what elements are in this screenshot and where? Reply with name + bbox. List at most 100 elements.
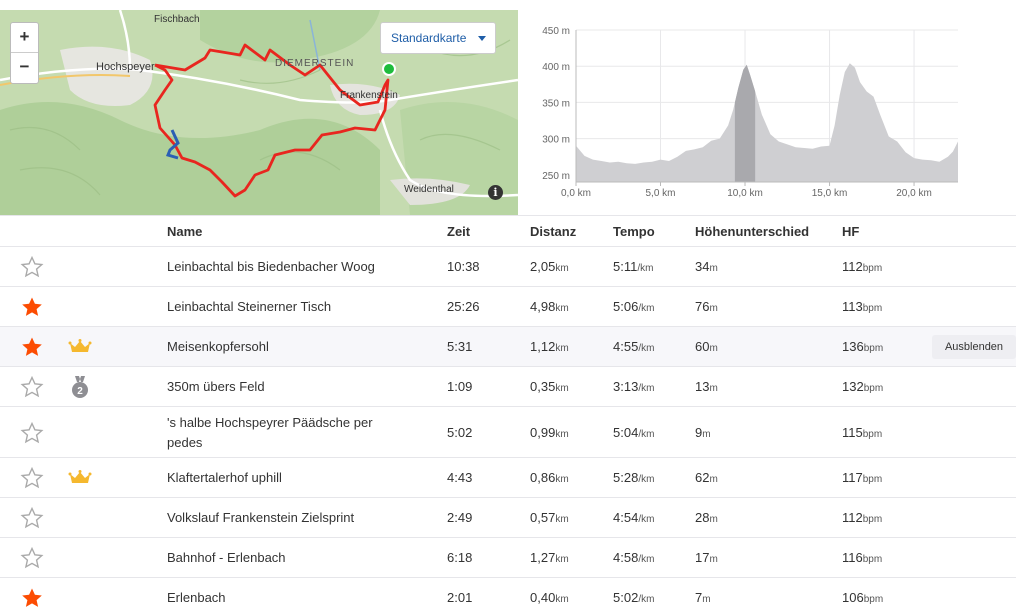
elevation-cell-value: 34	[695, 259, 710, 274]
pace-cell: 5:02/km	[613, 590, 654, 605]
hr-cell-unit: bpm	[862, 514, 883, 525]
route-line	[153, 43, 390, 198]
map-type-label: Standardkarte	[391, 31, 467, 45]
segment-name-line: Leinbachtal Steinerner Tisch	[167, 299, 332, 314]
distance-cell: 1,12km	[530, 339, 569, 354]
star-outline-icon[interactable]	[20, 375, 44, 399]
star-outline-icon[interactable]	[20, 255, 44, 279]
hr-cell-unit: bpm	[863, 594, 884, 605]
hr-cell-unit: bpm	[862, 303, 883, 314]
segment-name-link[interactable]: Leinbachtal Steinerner Tisch	[167, 297, 331, 317]
table-row[interactable]: Erlenbach 2:01 0,40km 5:02/km 7m 106bpm	[0, 578, 1016, 613]
distance-cell: 0,57km	[530, 510, 569, 525]
table-header: Name Zeit Distanz Tempo Höhenunterschied…	[0, 215, 1016, 247]
star-filled-icon[interactable]	[20, 295, 44, 319]
time-cell-value: 2:49	[447, 510, 473, 525]
segment-name-link[interactable]: Klaftertalerhof uphill	[167, 468, 282, 488]
star-outline-icon[interactable]	[20, 506, 44, 530]
distance-cell: 1,27km	[530, 550, 569, 565]
segment-name-link[interactable]: 350m übers Feld	[167, 377, 265, 397]
elevation-cell-unit: m	[709, 554, 718, 565]
table-row[interactable]: 2 350m übers Feld 1:09 0,35km 3:13/km 13m 132b…	[0, 367, 1016, 407]
distance-cell: 4,98km	[530, 299, 569, 314]
y-tick-label: 450 m	[542, 26, 570, 37]
elevation-cell-value: 17	[695, 550, 710, 565]
elevation-cell: 76m	[695, 299, 718, 314]
hide-button[interactable]: Ausblenden	[932, 335, 1016, 359]
table-row[interactable]: Klaftertalerhof uphill 4:43 0,86km 5:28/km 6…	[0, 458, 1016, 498]
elevation-cell-value: 28	[695, 510, 710, 525]
pace-cell-unit: /km	[638, 303, 655, 314]
y-tick-label: 400 m	[542, 62, 570, 73]
distance-cell-unit: km	[555, 428, 569, 440]
distance-cell-value: 0,35	[530, 379, 556, 394]
table-row[interactable]: Bahnhof - Erlenbach 6:18 1,27km 4:58/km 17m 1…	[0, 538, 1016, 578]
time-cell-value: 1:09	[447, 379, 473, 394]
zoom-out-button[interactable]: −	[19, 57, 30, 76]
table-row[interactable]: Leinbachtal bis Biedenbacher Woog 10:38 2,…	[0, 247, 1016, 287]
medal-rank: 2	[77, 386, 83, 397]
hr-cell: 115bpm	[842, 425, 882, 440]
map-type-dropdown[interactable]: Standardkarte	[380, 22, 496, 54]
y-tick-label: 350 m	[542, 98, 570, 109]
pace-cell-value: 5:11	[613, 259, 638, 274]
time-cell: 1:09	[447, 379, 472, 394]
time-cell-value: 10:38	[447, 259, 480, 274]
pace-cell: 4:58/km	[613, 550, 654, 565]
hr-cell: 112bpm	[842, 510, 882, 525]
star-filled-icon[interactable]	[20, 586, 44, 610]
time-cell: 25:26	[447, 299, 480, 314]
pace-cell: 4:55/km	[613, 339, 654, 354]
elevation-chart[interactable]: 450 m 400 m 350 m 300 m 250 m 0,0 km 5,0 km 10,…	[520, 20, 960, 200]
distance-cell-value: 0,40	[530, 590, 556, 605]
col-header-time[interactable]: Zeit	[447, 224, 471, 239]
pace-cell: 3:13/km	[613, 379, 654, 394]
hr-cell-value: 136	[842, 339, 864, 354]
elevation-cell-unit: m	[709, 263, 718, 274]
map-label-diemerstein: DIEMERSTEIN	[275, 58, 355, 69]
distance-cell-value: 2,05	[530, 259, 556, 274]
elevation-cell: 60m	[695, 339, 718, 354]
info-icon[interactable]: i	[488, 185, 503, 200]
col-header-hr[interactable]: HF	[842, 224, 860, 239]
pace-cell-unit: /km	[638, 343, 655, 354]
map-label-hochspeyer: Hochspeyer	[96, 61, 155, 73]
col-header-elevation[interactable]: Höhenunterschied	[695, 224, 810, 239]
segment-name-link[interactable]: Erlenbach	[167, 588, 226, 608]
star-outline-icon[interactable]	[20, 466, 44, 490]
segment-name-link[interactable]: Meisenkopfersohl	[167, 337, 269, 357]
segment-name-line: Klaftertalerhof uphill	[167, 470, 282, 485]
elevation-cell: 7m	[695, 590, 711, 605]
distance-cell: 0,35km	[530, 379, 569, 394]
route-map[interactable]: Fischbach Hochspeyer DIEMERSTEIN Franken…	[0, 10, 518, 215]
zoom-in-button[interactable]: +	[11, 23, 38, 53]
time-cell-value: 5:02	[447, 424, 473, 440]
elevation-cell-value: 60	[695, 339, 710, 354]
segment-name-link[interactable]: Volkslauf Frankenstein Zielsprint	[167, 508, 354, 528]
segment-highlight	[734, 63, 756, 182]
pace-cell-unit: /km	[638, 428, 655, 440]
col-header-name[interactable]: Name	[167, 224, 203, 239]
star-outline-icon[interactable]	[20, 546, 44, 570]
table-row[interactable]: Volkslauf Frankenstein Zielsprint 2:49 0,5…	[0, 498, 1016, 538]
col-header-distance[interactable]: Distanz	[530, 224, 577, 239]
table-row[interactable]: Meisenkopfersohl 5:31 1,12km 4:55/km 60m 136b…	[0, 327, 1016, 367]
col-header-pace[interactable]: Tempo	[613, 224, 655, 239]
crown-icon	[68, 339, 92, 352]
elevation-cell-unit: m	[709, 474, 718, 485]
segment-name-link[interactable]: Leinbachtal bis Biedenbacher Woog	[167, 257, 375, 277]
elevation-cell-value: 9	[695, 424, 703, 440]
x-tick-label: 5,0 km	[646, 188, 676, 199]
segment-name-link[interactable]: 's halbe Hochspeyrer Päädsche per pedes	[167, 413, 373, 453]
star-filled-icon[interactable]	[20, 335, 44, 359]
segment-name-line: Volkslauf Frankenstein Zielsprint	[167, 510, 355, 525]
table-row[interactable]: 's halbe Hochspeyrer Päädsche per pedes 5:…	[0, 407, 1016, 458]
hr-cell-unit: bpm	[862, 474, 883, 485]
chevron-down-icon	[478, 36, 486, 41]
segment-name-link[interactable]: Bahnhof - Erlenbach	[167, 548, 286, 568]
star-outline-icon[interactable]	[20, 421, 44, 445]
table-row[interactable]: Leinbachtal Steinerner Tisch 25:26 4,98km 5…	[0, 287, 1016, 327]
elevation-cell-unit: m	[702, 594, 711, 605]
pace-cell-value: 4:55	[613, 339, 639, 354]
x-tick-label: 10,0 km	[727, 188, 763, 199]
